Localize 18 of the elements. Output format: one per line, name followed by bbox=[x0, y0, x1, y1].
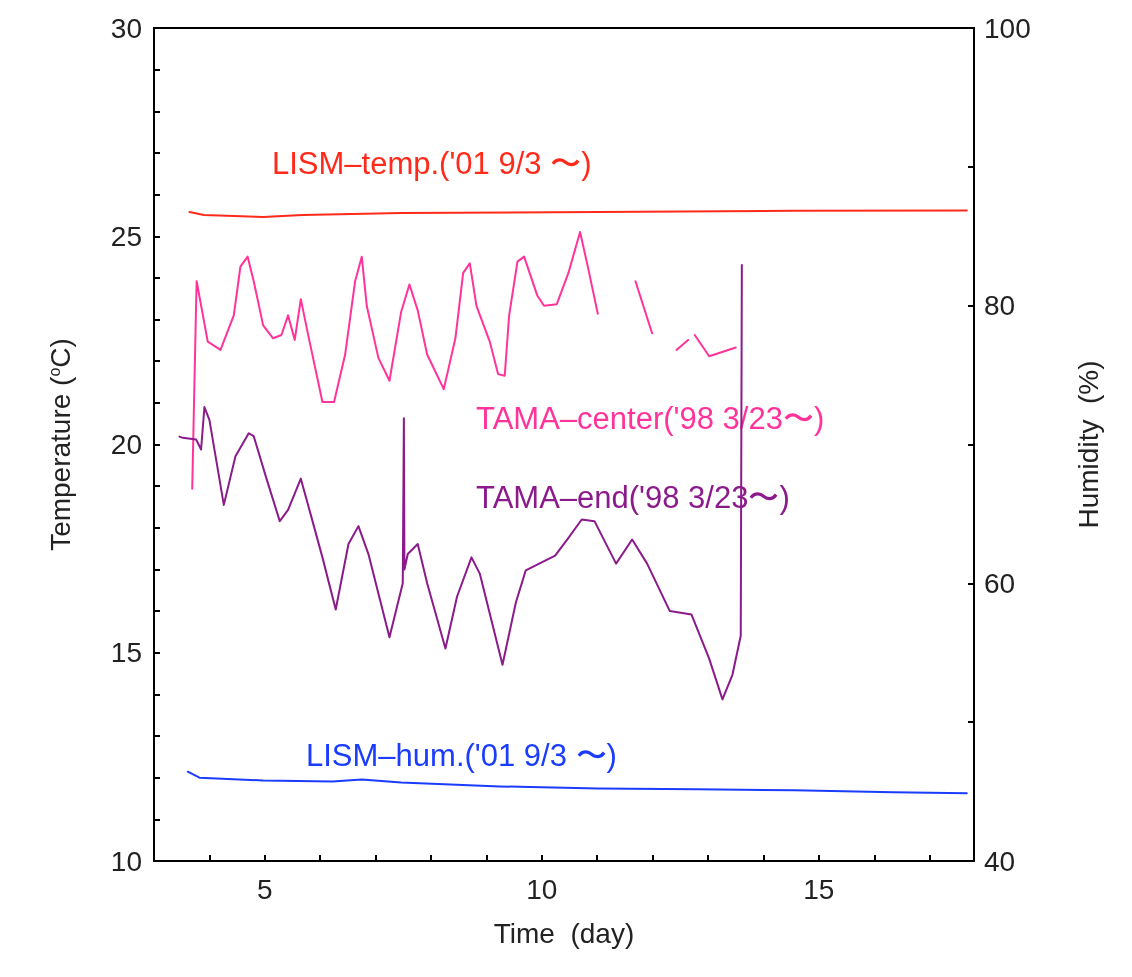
y-tick-label: 25 bbox=[110, 220, 142, 252]
y2-tick-label: 100 bbox=[984, 12, 1031, 44]
line-series bbox=[188, 209, 968, 219]
y-tick-label: 30 bbox=[110, 12, 142, 44]
series-label: LISM–temp.('01 9/3 〜) bbox=[272, 146, 592, 181]
x-tick-label: 10 bbox=[526, 873, 558, 905]
y2-tick-label: 60 bbox=[984, 567, 1016, 599]
y-axis-title: Temperature (oC) bbox=[44, 338, 76, 551]
y-tick-label: 20 bbox=[110, 429, 142, 460]
x-tick-label: 5 bbox=[257, 873, 273, 905]
y2-tick-label: 40 bbox=[984, 845, 1016, 877]
y2-axis-title: Humidity (%) bbox=[1072, 360, 1104, 529]
y-tick-label: 15 bbox=[110, 637, 142, 669]
y2-tick-label: 80 bbox=[984, 290, 1016, 322]
y-tick-label: 10 bbox=[110, 845, 142, 877]
x-axis-title: Time (day) bbox=[493, 917, 635, 949]
x-tick-label: 15 bbox=[803, 873, 835, 905]
series-label: LISM–hum.('01 9/3 〜) bbox=[306, 738, 617, 773]
